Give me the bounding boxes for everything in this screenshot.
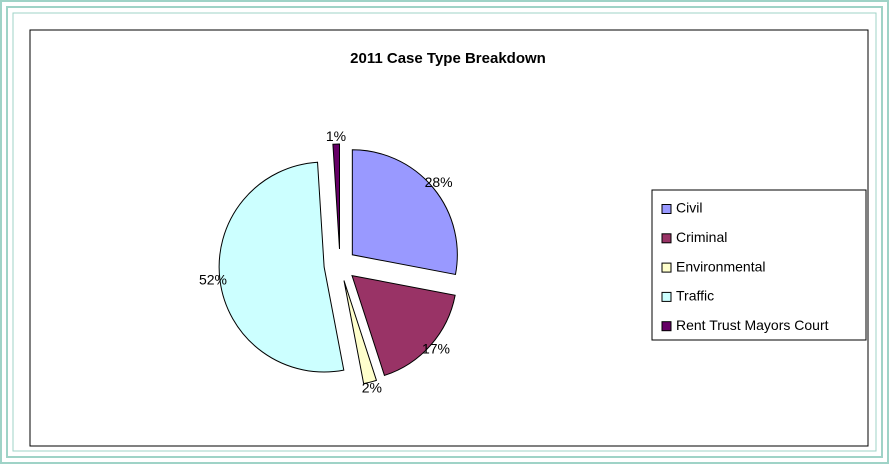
data-label: 17% [422,340,450,356]
legend-label: Criminal [676,229,727,245]
legend-swatch [661,291,672,302]
legend-label: Rent Trust Mayors Court [676,317,829,333]
legend-label: Environmental [676,258,766,274]
legend-swatch [661,262,672,273]
data-label: 28% [425,174,453,190]
pie-slice [332,143,340,250]
pie-slice [351,149,458,276]
outer-frame-inner [6,6,883,458]
legend-swatch [661,233,672,244]
pie-slice [343,280,378,385]
legend-label: Traffic [676,288,714,304]
pie-slice [351,274,456,377]
pie-slice [218,161,345,373]
legend-swatch [661,321,672,332]
legend-box [651,189,867,341]
chart-title: 2011 Case Type Breakdown [350,50,546,67]
data-label: 52% [199,272,227,288]
data-label: 1% [326,128,346,144]
legend-swatch [661,204,672,214]
outer-frame-line [12,12,877,452]
legend-label: Civil [676,200,702,216]
data-label: 2% [362,380,382,396]
